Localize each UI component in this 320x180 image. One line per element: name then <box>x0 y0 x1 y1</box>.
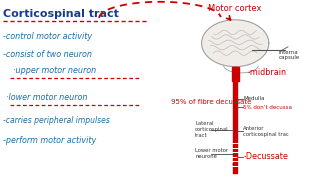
Polygon shape <box>202 20 269 67</box>
Text: Medulla: Medulla <box>243 96 265 101</box>
Text: -Decussate: -Decussate <box>243 152 288 161</box>
Text: -control motor activity: -control motor activity <box>3 31 92 40</box>
Text: Lateral
corticospinal
tract: Lateral corticospinal tract <box>195 121 229 138</box>
Text: Motor cortex: Motor cortex <box>208 4 262 13</box>
Text: 5% don’t decussa: 5% don’t decussa <box>243 105 292 110</box>
Text: 95% of fibre decussate: 95% of fibre decussate <box>171 99 252 105</box>
Text: ·lower motor neuron: ·lower motor neuron <box>6 93 88 102</box>
Text: ·upper motor neuron: ·upper motor neuron <box>13 66 96 75</box>
Text: Interna
capsule: Interna capsule <box>278 50 300 60</box>
Text: -perform motor activity: -perform motor activity <box>3 136 96 145</box>
Text: Lower motor
neurone: Lower motor neurone <box>195 148 228 159</box>
Text: -consist of two neuron: -consist of two neuron <box>3 50 92 59</box>
Text: Corticospinal tract: Corticospinal tract <box>3 9 119 19</box>
Text: -midbrain: -midbrain <box>248 68 287 77</box>
Text: -carries peripheral impulses: -carries peripheral impulses <box>3 116 110 125</box>
Text: Anterior
corticospinal trac: Anterior corticospinal trac <box>243 126 289 137</box>
